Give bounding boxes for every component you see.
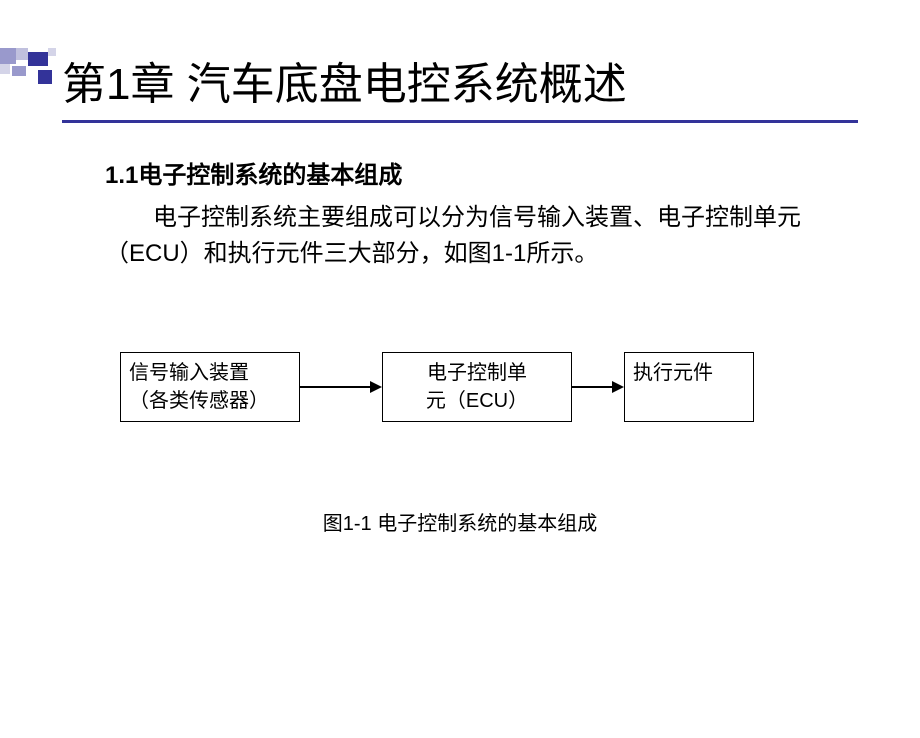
deco-block: [48, 48, 56, 56]
flowchart-arrow: [572, 381, 624, 393]
flowchart-node: 电子控制单元（ECU）: [382, 352, 572, 422]
node-line1: 信号输入装置: [129, 359, 299, 387]
node-line1: 电子控制单: [427, 359, 527, 387]
deco-block: [0, 48, 16, 64]
deco-block: [12, 66, 26, 76]
body-text: 电子控制系统主要组成可以分为信号输入装置、电子控制单元（ECU）和执行元件三大部…: [105, 200, 850, 272]
bullet-icon: [38, 70, 52, 84]
deco-block: [0, 64, 10, 74]
flowchart: 信号输入装置（各类传感器） 电子控制单元（ECU） 执行元件: [120, 342, 920, 432]
flowchart-node: 执行元件: [624, 352, 754, 422]
flowchart-node: 信号输入装置（各类传感器）: [120, 352, 300, 422]
chapter-title: 第1章 汽车底盘电控系统概述: [62, 48, 858, 120]
node-line2: 元（ECU）: [426, 387, 528, 415]
deco-block: [28, 52, 48, 66]
node-line1: 执行元件: [633, 359, 713, 387]
title-bar: 第1章 汽车底盘电控系统概述: [62, 48, 858, 123]
title-underline: [62, 120, 858, 123]
figure-caption: 图1-1 电子控制系统的基本组成: [0, 507, 920, 536]
section-heading: 1.1电子控制系统的基本组成: [105, 155, 920, 190]
deco-block: [16, 48, 28, 60]
node-line2: （各类传感器）: [129, 387, 299, 415]
flowchart-arrow: [300, 381, 382, 393]
